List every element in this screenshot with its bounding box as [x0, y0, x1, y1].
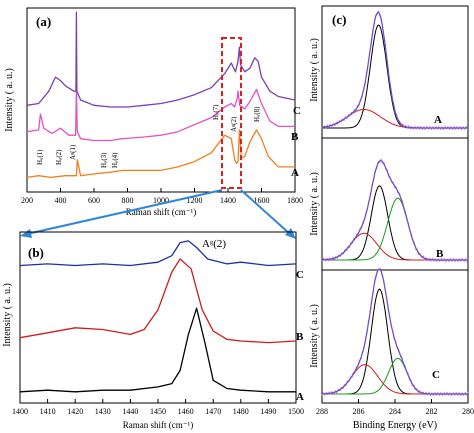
x-tick-label: 1420 [67, 407, 83, 416]
series-line-a [26, 129, 295, 179]
x-tick-label: 280 [462, 407, 474, 416]
x-tick-label: 1400 [12, 407, 28, 416]
x-tick-label: 600 [88, 196, 100, 205]
fit-envelope-2 [322, 268, 468, 395]
x-tick-label: 282 [426, 407, 438, 416]
highlight-box [221, 37, 242, 189]
panel-b-label: (b) [28, 245, 44, 260]
annotation-hu3: Hᵤ(3) [100, 152, 108, 168]
panel-c-xlabel: Binding Energy (eV) [353, 420, 437, 431]
x-tick-label: 200 [21, 196, 33, 205]
subpanel-label-a: A [434, 114, 442, 126]
annotation-hu8: Hᵤ(8) [253, 106, 261, 122]
x-tick-label: 1400 [220, 196, 236, 205]
zoom-arrows [20, 189, 296, 239]
zoom-arrow-left [26, 189, 223, 235]
panel-c-series [321, 10, 469, 397]
panel-a-annotations: Hᵤ(1) Hᵤ(2) Aᵍ(1) Hᵤ(3) Hᵤ(4) Hᵤ(7) Aᵍ(2… [36, 104, 261, 168]
panel-a-xlabel: Raman shift (cm⁻¹) [126, 207, 196, 217]
zoom-arrowhead-left [20, 229, 32, 238]
fit-component-1-2 [322, 197, 468, 261]
series-line-b [26, 88, 295, 142]
panel-a-series [26, 11, 296, 179]
fit-component-2-1 [322, 364, 468, 395]
x-tick-label: 1800 [287, 196, 303, 205]
x-tick-label: 1440 [122, 407, 138, 416]
x-tick-label: 1450 [150, 407, 166, 416]
series-label-a-a: A [291, 167, 299, 179]
x-tick-label: 400 [55, 196, 67, 205]
x-tick-label: 1490 [260, 407, 276, 416]
panel-b-xticks: 1400 1410 1420 1430 1440 1450 1460 1470 1480 1490… [12, 399, 304, 416]
x-tick-label: 288 [316, 407, 328, 416]
annotation-ag2: Aᵍ(2) [230, 116, 238, 132]
panel-b: (b) Intensity ( a. u.) Raman shift (cm⁻¹… [2, 231, 304, 430]
panel-b-series [19, 240, 297, 393]
fit-envelope-1 [321, 160, 468, 261]
panel-c-label: (c) [332, 12, 346, 27]
x-tick-label: 1410 [40, 407, 56, 416]
panel-a-label: (a) [36, 14, 51, 29]
x-tick-label: 1460 [178, 407, 194, 416]
panel-c: (c) Intensity ( a. u.) Intensity ( a. u.… [309, 5, 474, 431]
x-tick-label: 286 [353, 407, 365, 416]
zoom-arrow-right [240, 189, 291, 235]
x-tick-label: 1480 [233, 407, 249, 416]
fit-component-1-0 [322, 185, 468, 261]
series-label-c-b: C [296, 269, 304, 281]
fit-envelope-0 [321, 11, 468, 129]
x-tick-label: 1000 [153, 196, 169, 205]
series-line-a [19, 307, 296, 393]
panel-c-frame [321, 5, 469, 404]
annotation-hu2: Hᵤ(2) [55, 149, 63, 165]
series-label-c-a: C [293, 105, 301, 117]
x-tick-label: 1430 [95, 407, 111, 416]
subpanel-label-c: C [432, 369, 440, 381]
series-label-b-b: B [296, 331, 304, 343]
panel-b-xlabel: Raman shift (cm⁻¹) [123, 420, 193, 430]
panel-a: (a) Intensity ( a. u.) Raman shift (cm⁻¹… [4, 7, 303, 217]
series-line-c [19, 240, 297, 267]
annotation-ag1: Aᵍ(1) [69, 144, 77, 160]
x-tick-label: 800 [122, 196, 134, 205]
panel-c-ylabel-3: Intensity ( a. u.) [309, 304, 320, 368]
panel-c-xticks: 288 286 284 282 280 [316, 399, 474, 416]
x-tick-label: 1500 [288, 407, 304, 416]
panel-c-ylabel-1: Intensity ( a. u.) [309, 38, 320, 102]
x-tick-label: 1470 [205, 407, 221, 416]
x-tick-label: 1600 [254, 196, 270, 205]
panel-c-ylabel-2: Intensity ( a. u.) [309, 172, 320, 236]
x-tick-label: 1200 [187, 196, 203, 205]
panel-a-ylabel: Intensity ( a. u.) [4, 68, 15, 132]
annotation-hu1: Hᵤ(1) [36, 149, 44, 165]
panel-a-xticks: 200 400 600 800 1000 1200 1400 1600 1800 [21, 188, 303, 205]
annotation-hu4: Hᵤ(4) [111, 152, 119, 168]
series-line-b [19, 258, 297, 344]
panel-b-frame [19, 231, 297, 404]
series-label-a-b: A [296, 391, 304, 403]
x-tick-label: 284 [389, 407, 401, 416]
zoom-arrowhead-right [285, 228, 296, 239]
panel-a-frame [26, 7, 296, 193]
series-line-c [26, 11, 296, 108]
panel-b-ylabel: Intensity ( a. u.) [2, 283, 13, 347]
series-label-b-a: B [291, 131, 299, 143]
subpanel-label-b: B [436, 248, 444, 260]
annotation-hu7: Hᵤ(7) [212, 104, 220, 120]
panel-b-annotation: Aᵍ(2) [202, 238, 226, 250]
